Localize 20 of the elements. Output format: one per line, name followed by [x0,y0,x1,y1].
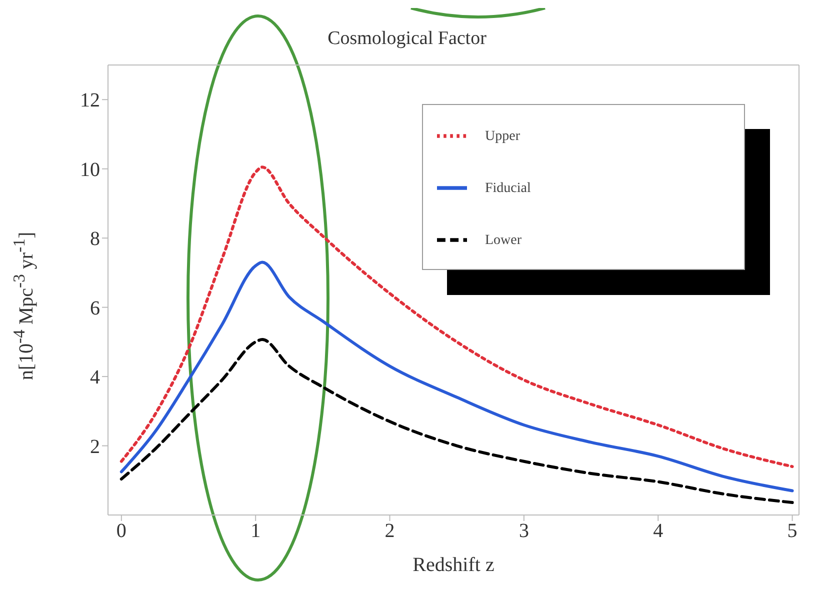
x-tick-label: 1 [250,520,261,542]
y-tick-label: 2 [90,436,100,458]
x-tick-label: 4 [653,520,664,542]
x-tick-label: 3 [518,520,529,542]
y-tick-label: 8 [90,228,100,250]
x-axis-title: Redshift z [412,554,494,576]
line-series [120,260,794,492]
line-series [120,166,794,468]
line-series [120,338,794,504]
x-tick-label: 2 [384,520,395,542]
x-tick-label: 0 [116,520,126,542]
y-tick-label: 12 [80,90,100,112]
legend-label: Lower [485,233,522,248]
legend-label: Fiducial [485,181,531,196]
chart-title: Cosmological Factor [326,28,488,50]
legend-label: Upper [485,129,520,144]
y-tick-label: 10 [80,158,100,181]
y-tick-label: 4 [90,366,100,389]
x-tick-label: 5 [787,520,798,542]
y-tick-label: 6 [90,297,100,320]
